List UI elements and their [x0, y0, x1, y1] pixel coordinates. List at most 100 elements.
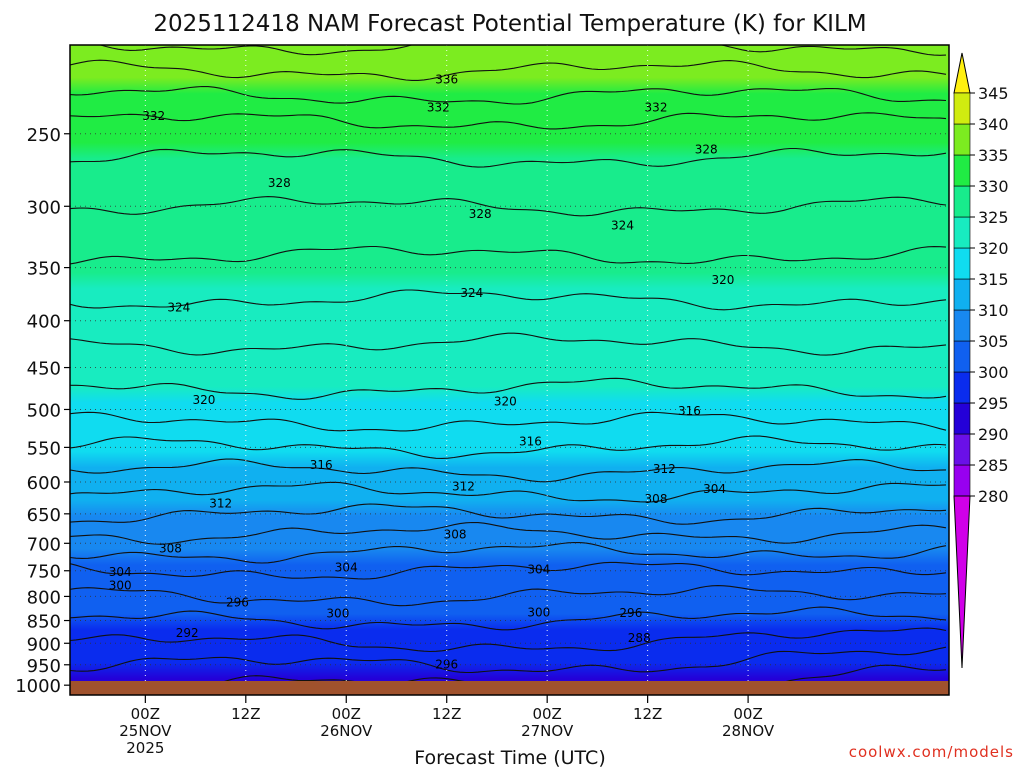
- isentrope-line: [70, 585, 947, 607]
- x-tick-label: 2025: [126, 739, 164, 757]
- contour-label: 332: [645, 100, 668, 114]
- y-tick-label: 550: [27, 438, 61, 459]
- colorbar-segment: [953, 433, 971, 466]
- contour-label: 308: [444, 528, 467, 542]
- x-tick-label: 28NOV: [722, 722, 775, 740]
- x-tick-label: 27NOV: [521, 722, 574, 740]
- contour-label: 296: [435, 657, 458, 671]
- x-tick-label: 00Z: [733, 705, 762, 723]
- contour-label: 332: [427, 100, 450, 114]
- contour-label: 328: [469, 207, 492, 221]
- colorbar-tick-label: 340: [978, 115, 1009, 134]
- y-tick-label: 600: [27, 473, 61, 494]
- colorbar-segment: [953, 247, 971, 280]
- contour-label: 312: [209, 496, 232, 510]
- x-tick-label: 00Z: [131, 705, 160, 723]
- colorbar-tick-label: 290: [978, 425, 1009, 444]
- contour-label: 312: [452, 480, 475, 494]
- colorbar-tick-label: 310: [978, 301, 1009, 320]
- colorbar-bottom-arrow: [953, 495, 971, 669]
- isentrope-line: [70, 377, 947, 400]
- y-tick-label: 900: [27, 634, 61, 655]
- contour-label: 328: [695, 142, 718, 156]
- colorbar-segment: [953, 371, 971, 404]
- contour-label: 300: [109, 578, 132, 592]
- y-tick-label: 700: [27, 534, 61, 555]
- colorbar: 280 285 290 295 300 305 310 315 320 325 330 335 340 3…: [953, 52, 1009, 669]
- contour-label: 324: [167, 301, 190, 315]
- plot-background: [70, 45, 949, 695]
- isentrope-line: [70, 561, 947, 580]
- contour-label: 308: [645, 492, 668, 506]
- contour-label: 300: [326, 606, 349, 620]
- contour-label: 304: [527, 563, 550, 577]
- isentrope-line: [70, 627, 947, 653]
- contour-label: 312: [653, 462, 676, 476]
- colorbar-segment: [953, 92, 971, 125]
- colorbar-tick-label: 315: [978, 270, 1009, 289]
- y-tick-label: 450: [27, 359, 61, 380]
- y-tick-label: 950: [27, 656, 61, 677]
- colorbar-segment: [953, 309, 971, 342]
- isentrope-line: [70, 503, 947, 525]
- colorbar-tick-label: 335: [978, 146, 1009, 165]
- colorbar-segment: [953, 185, 971, 218]
- isentrope-line: [70, 332, 947, 356]
- isentrope-line: [70, 112, 947, 130]
- isentrope-line: [70, 147, 947, 168]
- contour-label: 328: [268, 176, 291, 190]
- y-tick-label: 1000: [15, 676, 61, 697]
- contour-label: 296: [619, 606, 642, 620]
- contour-label: 320: [712, 273, 735, 287]
- isentrope-line: [70, 646, 947, 674]
- isentrope-line: [70, 458, 947, 483]
- colorbar-segment: [953, 123, 971, 156]
- y-tick-label: 500: [27, 400, 61, 421]
- isentrope-line: [98, 45, 947, 56]
- contour-label: 320: [494, 394, 517, 408]
- colorbar-segment: [953, 154, 971, 187]
- y-tick-label: 850: [27, 612, 61, 633]
- contour-label: 336: [435, 72, 458, 86]
- contour-label: 324: [611, 219, 634, 233]
- contour-label: 292: [176, 626, 199, 640]
- x-tick-label: 12Z: [633, 705, 662, 723]
- x-axis-label: Forecast Time (UTC): [414, 747, 605, 768]
- plot-frame: [69, 44, 950, 696]
- isentrope-line: [70, 481, 947, 503]
- y-tick-label: 400: [27, 312, 61, 333]
- colorbar-tick-label: 305: [978, 332, 1009, 351]
- colorbar-tick-label: 330: [978, 177, 1009, 196]
- colorbar-tick-label: 280: [978, 487, 1009, 506]
- y-tick-label: 650: [27, 505, 61, 526]
- colorbar-tick-label: 300: [978, 363, 1009, 382]
- isentrope-line: [70, 289, 947, 311]
- colorbar-segment: [953, 216, 971, 249]
- isentrope-line: [70, 541, 947, 564]
- y-tick-label: 800: [27, 587, 61, 608]
- contour-label: 304: [335, 561, 358, 575]
- contour-label: 304: [703, 482, 726, 496]
- y-tick-label: 300: [27, 197, 61, 218]
- contour-label: 300: [527, 605, 550, 619]
- contour-label: 288: [628, 631, 651, 645]
- contour-label: 316: [678, 404, 701, 418]
- pressure-axis: 2503003504004505005506006507007508008509…: [15, 125, 70, 697]
- isentrope-line: [70, 59, 947, 81]
- colorbar-segment: [953, 464, 971, 497]
- x-tick-label: 12Z: [231, 705, 260, 723]
- y-tick-label: 750: [27, 562, 61, 583]
- isentrope-line: [70, 245, 947, 265]
- contour-label: 316: [310, 458, 333, 472]
- contour-label: 304: [109, 565, 132, 579]
- colorbar-segment: [953, 340, 971, 373]
- x-tick-label: 25NOV: [119, 722, 172, 740]
- colorbar-segment: [953, 402, 971, 435]
- colorbar-segment: [953, 278, 971, 311]
- isentrope-line: [70, 85, 947, 105]
- isentrope-line: [70, 521, 947, 545]
- colorbar-top-arrow: [953, 52, 971, 94]
- contour-label: 324: [460, 286, 483, 300]
